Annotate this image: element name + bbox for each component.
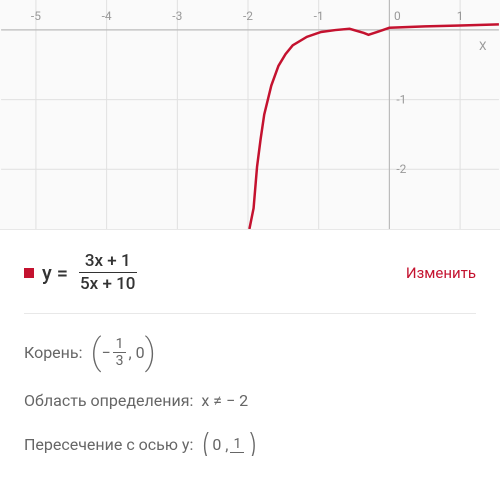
y-intercept-row: Пересечение с осью y: ( 0 , 1 ) <box>24 432 476 456</box>
equation-numerator: 3x + 1 <box>79 250 137 273</box>
svg-text:0: 0 <box>394 9 401 23</box>
svg-text:-3: -3 <box>172 9 182 23</box>
root-row: Корень: ( − 1 3 , 0 ) <box>24 336 476 369</box>
svg-text:-2: -2 <box>243 9 253 23</box>
edit-button[interactable]: Изменить <box>406 264 476 282</box>
svg-text:-1: -1 <box>396 93 406 107</box>
root-label: Корень: <box>24 343 82 362</box>
root-value: ( − 1 3 , 0 ) <box>90 336 155 369</box>
domain-label: Область определения: <box>24 391 193 410</box>
svg-text:-4: -4 <box>102 9 112 23</box>
series-color-marker <box>24 268 34 278</box>
equation: y = 3x + 1 5x + 10 <box>24 250 141 295</box>
equation-fraction: 3x + 1 5x + 10 <box>74 250 141 295</box>
domain-row: Область определения: x ≠ − 2 <box>24 391 476 410</box>
svg-text:-5: -5 <box>31 9 41 23</box>
equation-denominator: 5x + 10 <box>74 273 141 295</box>
x-axis-label: X <box>479 39 487 53</box>
equation-lhs: y = <box>42 261 68 285</box>
function-curve <box>249 24 499 229</box>
y-intercept-label: Пересечение с осью y: <box>24 435 193 454</box>
function-chart: -5 -4 -3 -2 -1 0 1 -1 -2 X <box>0 0 500 229</box>
svg-text:1: 1 <box>457 9 464 23</box>
svg-text:-1: -1 <box>314 9 324 23</box>
equation-row: y = 3x + 1 5x + 10 Изменить <box>24 250 476 314</box>
domain-value: x ≠ − 2 <box>201 391 248 410</box>
chart-panel: -5 -4 -3 -2 -1 0 1 -1 -2 X <box>0 0 500 230</box>
y-intercept-value: ( 0 , 1 ) <box>201 434 257 456</box>
svg-text:-2: -2 <box>396 162 406 176</box>
info-panel: y = 3x + 1 5x + 10 Изменить Корень: ( − … <box>0 230 500 500</box>
